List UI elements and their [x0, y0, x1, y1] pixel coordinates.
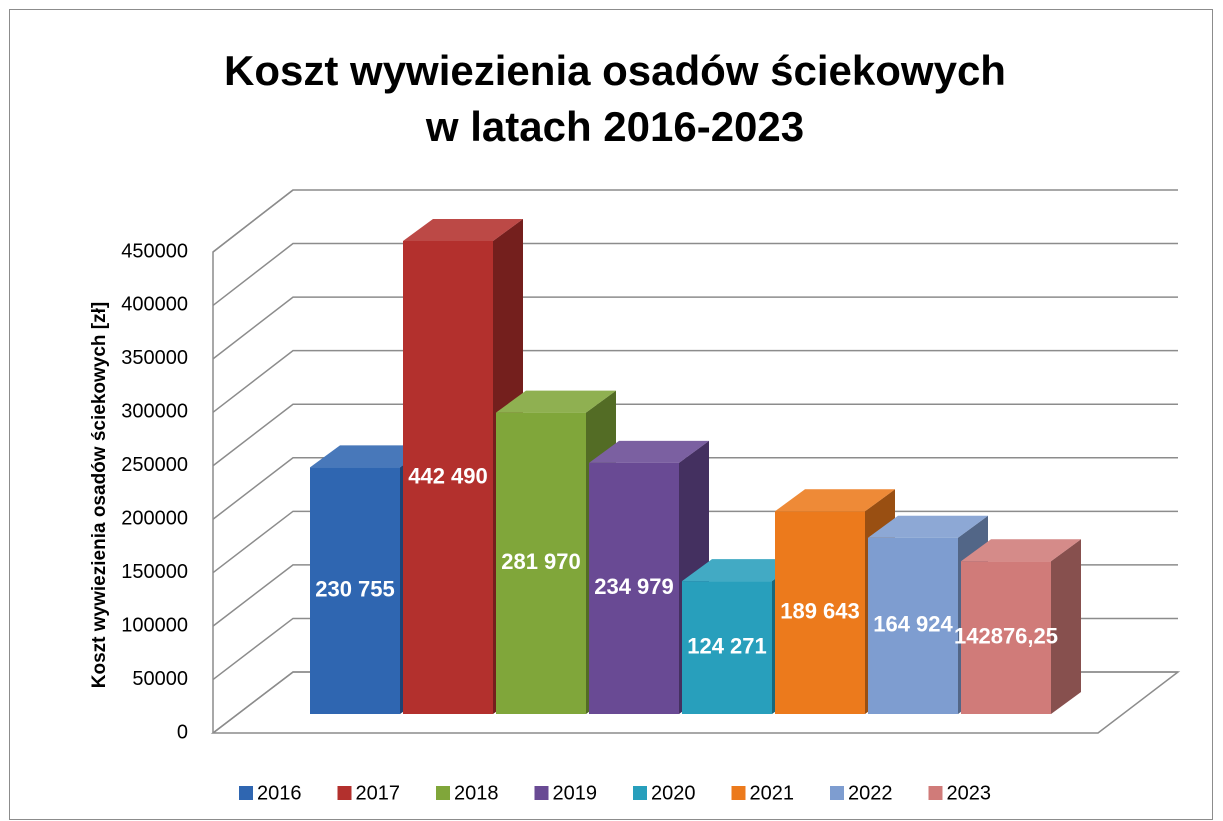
legend-label: 2018 — [454, 782, 499, 804]
bar-front — [589, 462, 679, 714]
chart-title: Koszt wywiezienia osadów ściekowych — [224, 47, 1006, 94]
y-axis-label: Koszt wywiezienia osadów ściekowych [zł] — [89, 302, 110, 688]
bar-side — [1051, 539, 1081, 714]
bar-top — [775, 489, 895, 512]
grid-line — [212, 349, 1178, 413]
value-label: 189 643 — [780, 598, 860, 623]
bar-front — [682, 581, 772, 714]
value-label: 164 924 — [873, 612, 953, 637]
bar-top — [403, 219, 523, 242]
legend-label: 2017 — [356, 782, 401, 804]
value-label: 442 490 — [408, 463, 488, 488]
bar-front — [310, 467, 400, 714]
legend-swatch — [239, 786, 253, 800]
y-tick-label: 450000 — [121, 240, 188, 262]
grid-line — [212, 189, 1178, 253]
bar-top — [775, 489, 895, 512]
y-tick-label: 100000 — [121, 614, 188, 636]
bar-top — [496, 390, 616, 413]
bar-top — [310, 445, 430, 468]
value-label: 281 970 — [501, 549, 581, 574]
bar-front — [961, 561, 1051, 714]
bar-top — [496, 390, 616, 413]
grid-line — [212, 457, 1178, 520]
value-label: 124 271 — [687, 633, 767, 658]
legend-label: 2022 — [848, 782, 893, 804]
bar-front — [775, 511, 865, 714]
bar-top — [961, 539, 1081, 562]
legend-label: 2021 — [750, 782, 795, 804]
bar-side — [1051, 539, 1081, 714]
legend-label: 2019 — [553, 782, 598, 804]
y-tick-label: 350000 — [121, 347, 188, 369]
legend-swatch — [830, 786, 844, 800]
value-label: 234 979 — [594, 574, 674, 599]
bar-top — [682, 559, 802, 582]
y-tick-label: 300000 — [121, 401, 188, 423]
legend-swatch — [436, 786, 450, 800]
y-tick-label: 50000 — [132, 668, 188, 690]
legend-swatch — [337, 786, 352, 800]
bar-top — [682, 559, 802, 582]
value-label: 142876,25 — [954, 623, 1058, 648]
legend-swatch — [633, 786, 647, 800]
legend-swatch — [731, 786, 746, 800]
bar-top — [403, 219, 523, 242]
bar-front — [496, 412, 586, 714]
grid-line — [212, 296, 1178, 360]
grid-line — [212, 403, 1178, 467]
y-tick-label: 200000 — [121, 508, 188, 530]
bar-top — [589, 440, 709, 463]
legend-label: 2020 — [651, 782, 696, 804]
bar-top — [310, 445, 430, 468]
legend-label: 2016 — [257, 782, 302, 804]
value-label: 230 755 — [315, 576, 395, 601]
y-tick-label: 150000 — [121, 561, 188, 583]
y-tick-label: 400000 — [121, 294, 188, 316]
bar-front — [403, 241, 493, 715]
legend-swatch — [928, 786, 943, 800]
grid-line — [212, 242, 1178, 307]
y-tick-label: 250000 — [121, 454, 188, 476]
bar-top — [868, 515, 988, 538]
legend-swatch — [534, 786, 549, 800]
bar-front — [868, 537, 958, 714]
legend-label: 2023 — [947, 782, 992, 804]
bar-top — [961, 539, 1081, 562]
y-tick-label: 0 — [177, 721, 188, 743]
bar-top — [868, 515, 988, 538]
bar — [961, 539, 1081, 714]
chart-title: w latach 2016-2023 — [425, 103, 804, 150]
bar-top — [589, 440, 709, 463]
